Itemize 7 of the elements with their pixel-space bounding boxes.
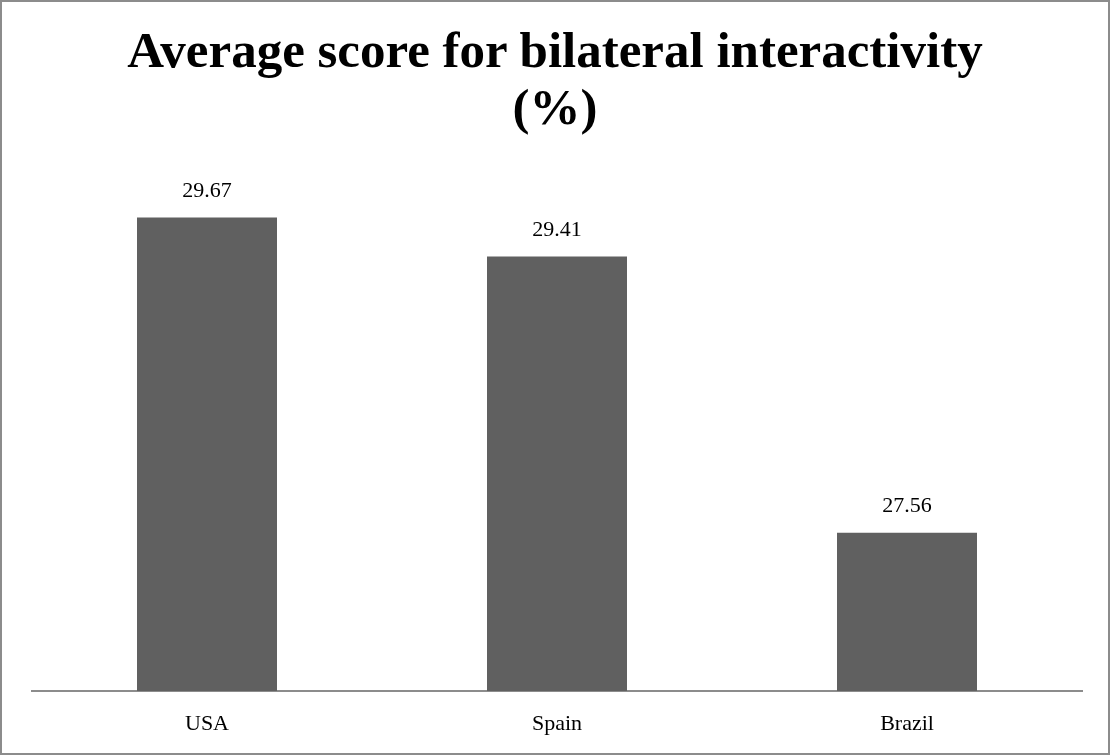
data-label: 29.67 xyxy=(182,177,232,203)
data-label: 29.41 xyxy=(532,216,582,242)
x-tick-label: USA xyxy=(184,709,230,735)
x-tick-label: Spain xyxy=(531,709,583,735)
x-tick-label: Brazil xyxy=(880,709,934,735)
data-label: 27.56 xyxy=(882,492,932,518)
chart-title: Average score for bilateral interactivity (%) xyxy=(126,22,984,136)
